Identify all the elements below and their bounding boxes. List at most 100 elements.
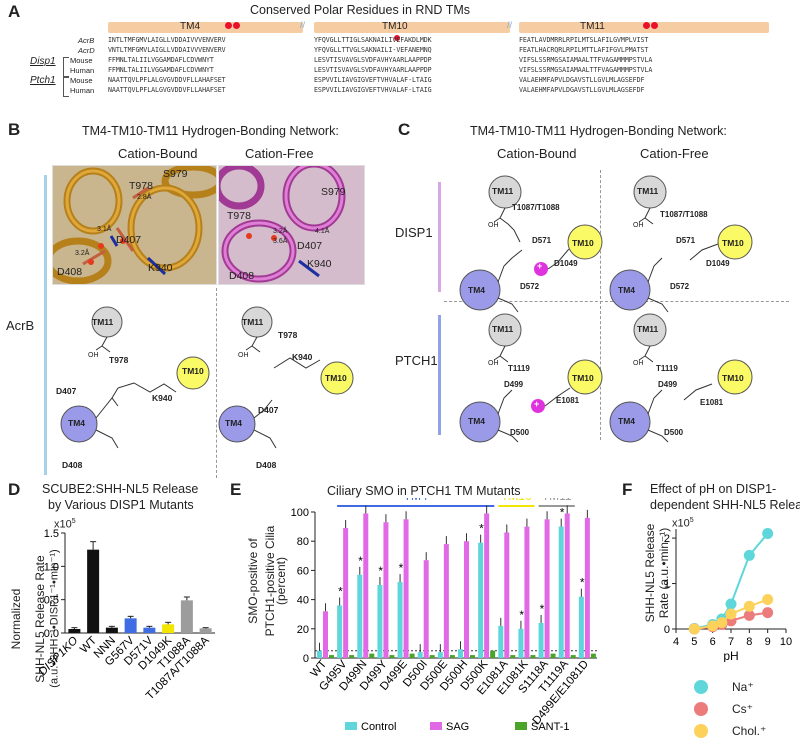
legend-item: Na⁺ xyxy=(694,678,754,696)
bar-sant-1 xyxy=(389,655,395,658)
data-point xyxy=(743,600,755,612)
bar-sag xyxy=(584,517,590,658)
panel-d-multiplier: x105 xyxy=(54,518,76,531)
bar-wt xyxy=(87,549,100,633)
oh-label: OH xyxy=(633,360,644,367)
panel-e-title: Ciliary SMO in PTCH1 TM Mutants xyxy=(327,484,521,498)
tm10-circle xyxy=(320,361,354,395)
bar-sag xyxy=(323,611,328,658)
chart-d: 0.00.51.01.5DISP1KOWTNNNG567VD571VD1049K… xyxy=(37,528,215,702)
significance-star: * xyxy=(540,602,545,616)
legend-label: Chol.⁺ xyxy=(732,723,767,738)
c-tm11: TM11 xyxy=(637,186,659,196)
bar-nnn xyxy=(105,627,118,633)
legend-item: Cs⁺ xyxy=(694,700,753,718)
tm10-bar xyxy=(314,22,510,33)
group-label-ptch1: Ptch1 xyxy=(30,75,56,86)
c-d571: D571 xyxy=(676,236,696,245)
diagram-d407: D407 xyxy=(258,405,279,415)
label-t978: T978 xyxy=(227,210,251,222)
bar-sag xyxy=(564,513,570,658)
diagram-tm4-label: TM4 xyxy=(68,418,85,428)
alignment-segment: FEATLHACRQRLRPILMTTLAFIFGVLPMATST xyxy=(519,46,649,54)
bar-control xyxy=(458,649,463,658)
panel-b-col-bound: Cation-Bound xyxy=(118,146,198,161)
label-d408: D408 xyxy=(57,266,83,278)
bar-control xyxy=(417,652,423,658)
alignment-segment: NAATTQVLPFLALGVGVDDVFLLAHAFSET xyxy=(108,86,226,94)
bar-d1049k xyxy=(162,624,175,633)
bar-sag xyxy=(524,526,530,658)
acrb-bound-structure-image: S979 T978 2.8Å 3.1Å 3.2Å D407 D408 K940 xyxy=(52,165,217,285)
x-tick-label: 9 xyxy=(765,636,771,648)
y-tick-label: 60 xyxy=(297,565,309,577)
y-tick-label: 100 xyxy=(291,507,309,519)
panel-d-ylabel-1: Normalized xyxy=(9,588,23,650)
bar-d571v xyxy=(143,627,156,633)
data-point xyxy=(743,609,755,621)
c-tm10: TM10 xyxy=(722,373,744,383)
label-d407: D407 xyxy=(297,240,323,252)
significance-star: * xyxy=(560,506,565,520)
legend-label: Na⁺ xyxy=(732,679,754,694)
panel-d-title-2: by Various DISP1 Mutants xyxy=(48,498,194,512)
panel-c-letter: C xyxy=(398,120,411,139)
group-label: TM11 xyxy=(542,498,572,503)
y-tick-label: 0 xyxy=(303,653,309,665)
bar-sant-1 xyxy=(369,653,375,658)
bar-sag xyxy=(383,522,389,658)
x-tick-label: 5 xyxy=(691,636,697,648)
divider xyxy=(216,288,217,478)
bar-sant-1 xyxy=(490,650,496,658)
label-distance: 3.1Å xyxy=(97,226,112,233)
c-d1049: D1049 xyxy=(554,259,578,268)
bar-control xyxy=(578,596,584,658)
c-d572: D572 xyxy=(670,282,690,291)
row-label-mouse: Mouse xyxy=(70,56,93,65)
panel-b-col-free: Cation-Free xyxy=(245,146,314,161)
label-distance: 4.1Å xyxy=(315,228,330,235)
alignment-segment: FFMNLTALIILVGGAMDAFLCDVWNYT xyxy=(108,56,214,64)
bracket xyxy=(63,57,69,77)
legend-swatch xyxy=(345,722,357,730)
bar-control xyxy=(498,625,504,658)
diagram-t978: T978 xyxy=(109,355,129,365)
bar-g567v xyxy=(124,618,137,633)
bar-sag xyxy=(403,519,409,658)
bar-control xyxy=(478,542,484,658)
c-d572: D572 xyxy=(520,282,540,291)
oh-label: OH xyxy=(238,352,249,359)
y-tick-label: 20 xyxy=(297,624,309,636)
tm11-bar-label: TM11 xyxy=(580,21,605,32)
diagram-tm10-label: TM10 xyxy=(182,366,204,376)
panel-f-title-2: dependent SHH-NL5 Release xyxy=(650,498,800,512)
group-label-disp1: Disp1 xyxy=(30,56,56,67)
rnd-schematics xyxy=(459,175,753,443)
label-k940: K940 xyxy=(148,262,173,274)
bar-sant-1 xyxy=(510,655,516,658)
alignment-segment: VIFSLSSRMGSAIAMAALTTFVAGAMMMPSTVLA xyxy=(519,66,653,74)
panel-d-letter: D xyxy=(8,480,21,499)
data-point xyxy=(707,620,719,632)
bar-sant-1 xyxy=(429,655,435,658)
c-e1081: E1081 xyxy=(700,398,724,407)
bar-sant-1 xyxy=(590,653,596,658)
c-tm10: TM10 xyxy=(572,373,594,383)
oh-label: OH xyxy=(488,222,499,229)
significance-star: * xyxy=(378,564,383,578)
x-tick-label: DISP1KO xyxy=(37,635,81,679)
chart-f: 0 1 2 4 5 6 7 8 9 10 pH xyxy=(664,528,792,662)
label-s979: S979 xyxy=(321,186,346,198)
c-tm4: TM4 xyxy=(468,416,485,426)
y-tick-label: 2 xyxy=(664,533,670,545)
alignment-segment: VNTLTMFGMVLAIGLLVDDAIVVVENVERV xyxy=(108,46,226,54)
bar-control xyxy=(357,574,363,658)
alignment-segment: LESVTISVAVGLSVDFAVHYAARLAAPPDP xyxy=(314,66,432,74)
row-label-acrb: AcrB xyxy=(78,36,95,45)
significance-star: * xyxy=(519,608,524,622)
divider xyxy=(600,170,601,440)
row-label-acrd: AcrD xyxy=(78,46,95,55)
diagram-d408: D408 xyxy=(62,460,83,470)
y-tick-label: 0 xyxy=(664,624,670,636)
conserved-dot xyxy=(225,22,232,29)
